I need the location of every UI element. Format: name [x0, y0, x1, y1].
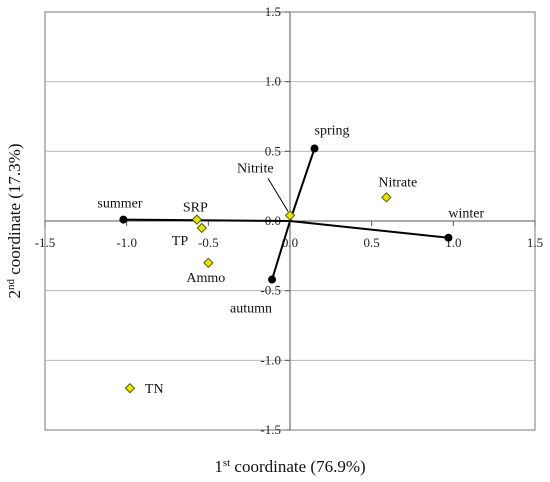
variable-point-ammo [203, 257, 214, 269]
vector-spring [289, 148, 316, 222]
variable-point-nitrate [381, 192, 392, 203]
point-label-winter: winter [448, 207, 484, 222]
season-point-winter [444, 233, 453, 242]
point-label-srp: SRP [183, 201, 208, 216]
vector-winter [289, 220, 449, 239]
season-point-summer [119, 215, 128, 224]
x-axis-title: 1st coordinate (76.9%) [214, 457, 365, 476]
x-tick-label: 0.0 [282, 235, 298, 250]
season-point-autumn [268, 275, 277, 284]
y-axis-title: 2nd coordinate (17.3%) [5, 144, 24, 299]
variable-point-nitrite [284, 210, 296, 221]
point-label-tn: TN [145, 382, 164, 397]
y-tick-label: 1.5 [265, 4, 281, 19]
season-point-spring [310, 144, 319, 153]
vector-summer [123, 218, 291, 222]
point-label-ammo: Ammo [186, 271, 225, 286]
x-tick-label: -1.0 [116, 235, 137, 250]
point-label-nitrate: Nitrate [378, 175, 417, 190]
y-tick-label: -1.0 [260, 352, 281, 367]
x-tick-label: -0.5 [198, 235, 219, 250]
point-label-tp: TP [172, 234, 189, 249]
y-tick-label: 1.0 [265, 74, 281, 89]
vector-autumn [271, 220, 291, 280]
y-tick-label: -1.5 [260, 422, 281, 437]
variable-point-tn [124, 382, 136, 394]
point-label-summer: summer [97, 197, 142, 212]
x-tick-label: 1.5 [527, 235, 543, 250]
nitrite-leader-line [267, 178, 289, 212]
y-tick-label: 0.5 [265, 143, 281, 158]
point-label-spring: spring [315, 124, 350, 139]
x-tick-label: -1.5 [35, 235, 56, 250]
y-tick-label: -0.5 [260, 283, 281, 298]
point-label-nitrite: Nitrite [237, 161, 274, 176]
point-label-autumn: autumn [230, 302, 272, 317]
variable-point-srp [191, 214, 203, 225]
variable-point-tp [196, 222, 208, 234]
x-tick-label: 0.5 [364, 235, 380, 250]
